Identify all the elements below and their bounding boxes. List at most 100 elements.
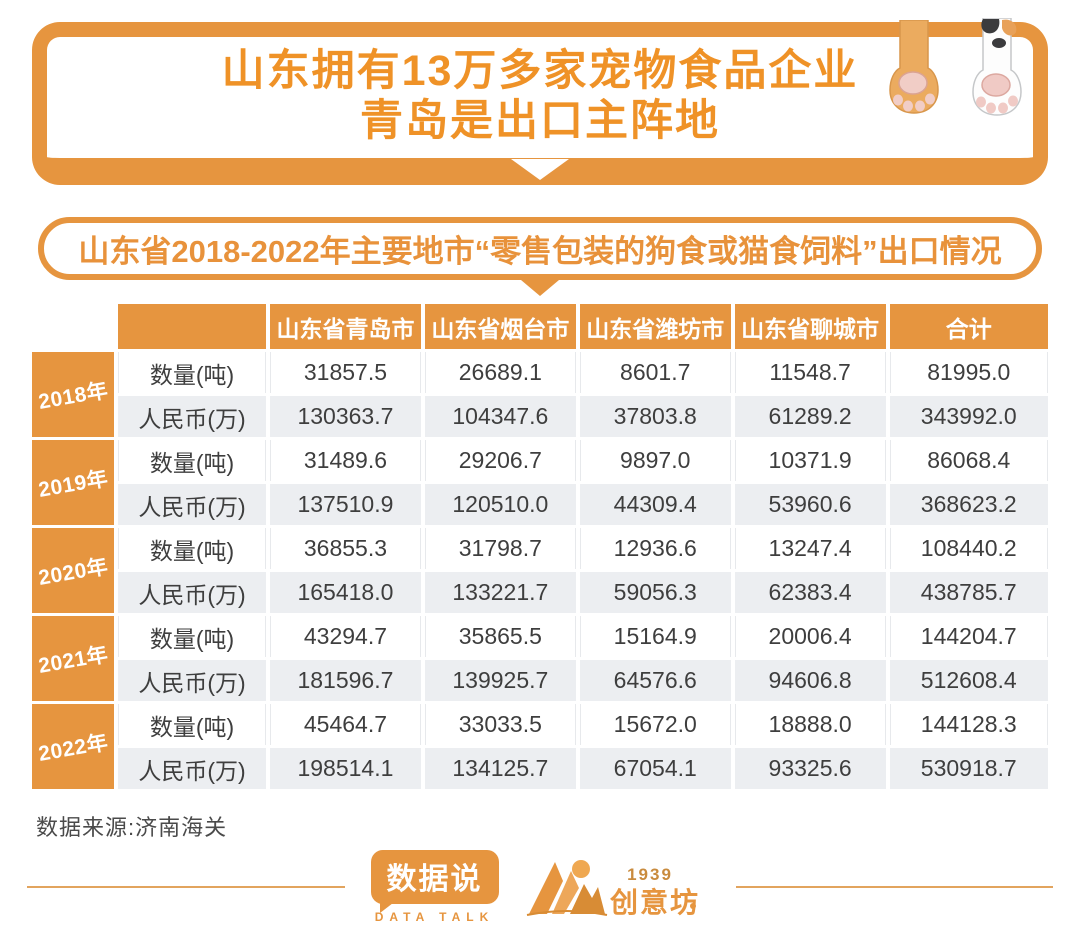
value-cell: 93325.6 — [734, 748, 886, 789]
studio-year: 1939 — [627, 865, 673, 884]
subtitle-tail — [521, 280, 559, 296]
studio-logo-icon: 1939 创意坊 — [526, 860, 699, 918]
title-banner: 山东拥有13万多家宠物食品企业 青岛是出口主阵地 — [32, 18, 1048, 185]
value-cell: 139925.7 — [424, 660, 576, 701]
year-label: 2019年 — [36, 466, 110, 502]
column-header: 山东省聊城市 — [734, 304, 886, 349]
value-cell: 61289.2 — [734, 396, 886, 437]
value-cell: 104347.6 — [424, 396, 576, 437]
subtitle-text: 山东省2018-2022年主要地市“零售包装的狗食或猫食饲料”出口情况 — [78, 234, 1002, 269]
row-label: 人民币(万) — [118, 484, 266, 525]
value-cell: 62383.4 — [734, 572, 886, 613]
value-cell: 33033.5 — [424, 704, 576, 745]
value-cell: 31489.6 — [270, 440, 421, 481]
row-label: 数量(吨) — [118, 440, 266, 481]
year-cell: 2020年 — [32, 528, 114, 613]
title-line-1: 山东拥有13万多家宠物食品企业 — [221, 46, 859, 95]
value-cell: 137510.9 — [270, 484, 421, 525]
footer-logos: 数据说 DATA TALK 1939 创意坊 — [27, 850, 1053, 924]
column-header: 山东省潍坊市 — [579, 304, 731, 349]
value-cell: 134125.7 — [424, 748, 576, 789]
value-cell: 343992.0 — [889, 396, 1048, 437]
value-cell: 9897.0 — [579, 440, 731, 481]
value-cell: 31857.5 — [270, 352, 421, 393]
value-cell: 29206.7 — [424, 440, 576, 481]
value-cell: 37803.8 — [579, 396, 731, 437]
title-block: 山东拥有13万多家宠物食品企业 青岛是出口主阵地 — [47, 37, 1033, 158]
column-header: 山东省烟台市 — [424, 304, 576, 349]
value-cell: 120510.0 — [424, 484, 576, 525]
value-cell: 512608.4 — [889, 660, 1048, 701]
value-cell: 108440.2 — [889, 528, 1048, 569]
value-cell: 18888.0 — [734, 704, 886, 745]
value-cell: 67054.1 — [579, 748, 731, 789]
year-cell: 2018年 — [32, 352, 114, 437]
datatalk-logo: 数据说 DATA TALK — [370, 850, 499, 924]
row-label: 人民币(万) — [118, 660, 266, 701]
year-label: 2020年 — [36, 554, 110, 590]
column-header: 合计 — [889, 304, 1048, 349]
value-cell: 94606.8 — [734, 660, 886, 701]
cat-paw-calico-icon — [972, 18, 1022, 116]
banner-notch — [511, 159, 569, 180]
year-label: 2022年 — [36, 730, 110, 766]
row-label: 人民币(万) — [118, 396, 266, 437]
value-cell: 26689.1 — [424, 352, 576, 393]
value-cell: 81995.0 — [889, 352, 1048, 393]
year-label: 2018年 — [36, 378, 110, 414]
cat-paw-orange-icon — [889, 20, 939, 114]
value-cell: 31798.7 — [424, 528, 576, 569]
value-cell: 10371.9 — [734, 440, 886, 481]
value-cell: 13247.4 — [734, 528, 886, 569]
title-line-2: 青岛是出口主阵地 — [360, 96, 720, 145]
value-cell: 53960.6 — [734, 484, 886, 525]
datatalk-en: DATA TALK — [374, 910, 495, 924]
value-cell: 165418.0 — [270, 572, 421, 613]
studio-name: 创意坊 — [608, 886, 699, 918]
row-label: 数量(吨) — [118, 704, 266, 745]
speech-bubble-icon: 数据说 — [370, 850, 499, 913]
value-cell: 181596.7 — [270, 660, 421, 701]
year-cell: 2019年 — [32, 440, 114, 525]
year-label: 2021年 — [36, 642, 110, 678]
divider-line-right — [735, 886, 1053, 888]
row-label: 人民币(万) — [118, 572, 266, 613]
row-label: 人民币(万) — [118, 748, 266, 789]
value-cell: 15164.9 — [579, 616, 731, 657]
metric-column-header — [118, 304, 266, 349]
value-cell: 44309.4 — [579, 484, 731, 525]
row-label: 数量(吨) — [118, 352, 266, 393]
divider-line-left — [27, 886, 345, 888]
table-corner-cell — [32, 304, 114, 349]
subtitle-banner: 山东省2018-2022年主要地市“零售包装的狗食或猫食饲料”出口情况 — [38, 217, 1042, 280]
value-cell: 368623.2 — [889, 484, 1048, 525]
column-header: 山东省青岛市 — [270, 304, 421, 349]
value-cell: 64576.6 — [579, 660, 731, 701]
value-cell: 438785.7 — [889, 572, 1048, 613]
value-cell: 198514.1 — [270, 748, 421, 789]
value-cell: 12936.6 — [579, 528, 731, 569]
value-cell: 43294.7 — [270, 616, 421, 657]
infographic-page: 山东拥有13万多家宠物食品企业 青岛是出口主阵地 山东省2018-2022年主要… — [0, 18, 1080, 951]
datatalk-cn: 数据说 — [386, 863, 483, 896]
value-cell: 86068.4 — [889, 440, 1048, 481]
value-cell: 15672.0 — [579, 704, 731, 745]
row-label: 数量(吨) — [118, 616, 266, 657]
value-cell: 35865.5 — [424, 616, 576, 657]
data-source: 数据来源:济南海关 — [36, 815, 228, 840]
value-cell: 59056.3 — [579, 572, 731, 613]
export-table: 山东省青岛市 山东省烟台市 山东省潍坊市 山东省聊城市 合计 2018年 数量(吨) 3185… — [32, 304, 1048, 789]
value-cell: 144128.3 — [889, 704, 1048, 745]
value-cell: 20006.4 — [734, 616, 886, 657]
value-cell: 133221.7 — [424, 572, 576, 613]
value-cell: 8601.7 — [579, 352, 731, 393]
value-cell: 45464.7 — [270, 704, 421, 745]
value-cell: 144204.7 — [889, 616, 1048, 657]
value-cell: 36855.3 — [270, 528, 421, 569]
value-cell: 130363.7 — [270, 396, 421, 437]
value-cell: 530918.7 — [889, 748, 1048, 789]
year-cell: 2022年 — [32, 704, 114, 789]
value-cell: 11548.7 — [734, 352, 886, 393]
row-label: 数量(吨) — [118, 528, 266, 569]
year-cell: 2021年 — [32, 616, 114, 701]
